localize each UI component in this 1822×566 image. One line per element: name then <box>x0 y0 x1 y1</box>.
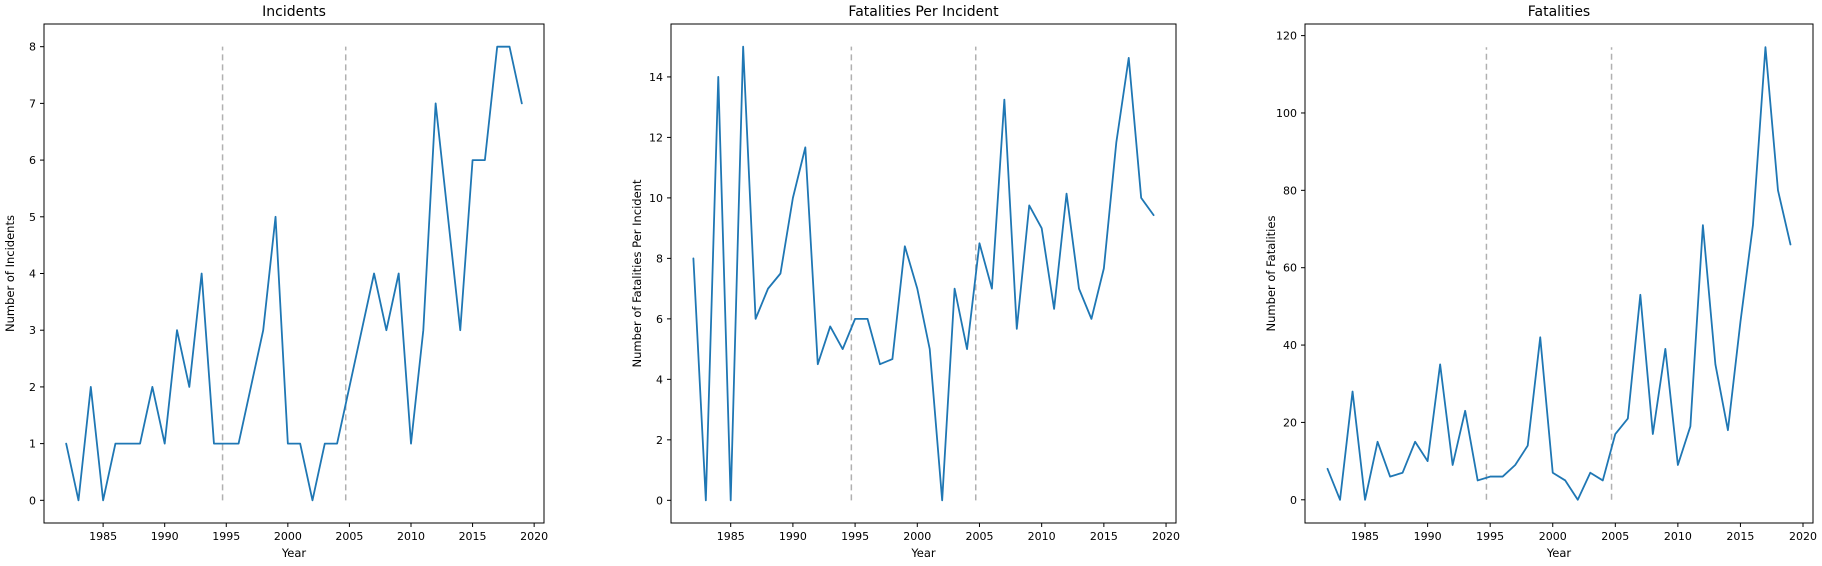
x-tick-label: 1995 <box>1476 530 1504 543</box>
chart-fatalities: Fatalities Year Number of Fatalities 198… <box>1264 4 1817 560</box>
y-tick-label: 0 <box>656 494 663 507</box>
x-tick-label: 2015 <box>1726 530 1754 543</box>
series-line <box>1326 46 1792 501</box>
y-tick-label: 6 <box>29 154 36 167</box>
x-tick-label: 2020 <box>1152 530 1180 543</box>
y-tick-label: 120 <box>1276 30 1297 43</box>
x-tick-label: 2000 <box>1539 530 1567 543</box>
x-tick-label: 2000 <box>903 530 931 543</box>
x-tick-label: 2005 <box>1601 530 1629 543</box>
x-tick-label: 2010 <box>1664 530 1692 543</box>
y-axis-label: Number of Fatalities Per Incident <box>630 179 644 367</box>
y-axis-label: Number of Incidents <box>3 215 17 332</box>
chart-incidents: Incidents Year Number of Incidents 1985 1… <box>3 4 548 560</box>
y-tick-label: 0 <box>29 494 36 507</box>
y-tick-label: 20 <box>1283 416 1297 429</box>
plot-frame <box>670 23 1177 524</box>
x-tick-label: 2000 <box>274 530 302 543</box>
x-tick-label: 2020 <box>520 530 548 543</box>
x-tick-label: 1990 <box>151 530 179 543</box>
y-tick-label: 1 <box>29 438 36 451</box>
y-tick-label: 60 <box>1283 262 1297 275</box>
y-tick-label: 0 <box>1290 494 1297 507</box>
y-tick-label: 6 <box>656 313 663 326</box>
x-axis-label: Year <box>281 546 307 560</box>
y-tick-label: 100 <box>1276 107 1297 120</box>
x-axis-label: Year <box>1546 546 1572 560</box>
x-tick-label: 2005 <box>965 530 993 543</box>
x-tick-label: 2005 <box>335 530 363 543</box>
x-tick-label: 2015 <box>459 530 487 543</box>
plot-frame <box>1304 23 1814 524</box>
y-tick-label: 40 <box>1283 339 1297 352</box>
y-tick-label: 80 <box>1283 184 1297 197</box>
x-tick-label: 2010 <box>1028 530 1056 543</box>
y-tick-label: 3 <box>29 324 36 337</box>
y-tick-label: 2 <box>656 434 663 447</box>
x-tick-label: 1995 <box>212 530 240 543</box>
x-axis-label: Year <box>910 546 936 560</box>
x-tick-label: 1990 <box>1414 530 1442 543</box>
x-tick-label: 2015 <box>1090 530 1118 543</box>
x-tick-label: 2010 <box>397 530 425 543</box>
y-tick-label: 10 <box>649 192 663 205</box>
y-tick-label: 12 <box>649 131 663 144</box>
y-axis-label: Number of Fatalities <box>1264 216 1278 332</box>
x-tick-label: 2020 <box>1789 530 1817 543</box>
y-tick-label: 4 <box>656 373 663 386</box>
x-tick-label: 1990 <box>779 530 807 543</box>
x-tick-label: 1985 <box>717 530 745 543</box>
chart-title: Incidents <box>262 4 326 20</box>
y-tick-label: 14 <box>649 71 663 84</box>
plot-frame <box>43 23 545 524</box>
series-line <box>692 45 1155 502</box>
chart-fatalities-per-incident: Fatalities Per Incident Year Number of F… <box>630 4 1180 560</box>
x-tick-label: 1985 <box>89 530 117 543</box>
chart-title: Fatalities Per Incident <box>848 4 999 20</box>
x-tick-label: 1985 <box>1351 530 1379 543</box>
y-tick-label: 7 <box>29 97 36 110</box>
y-tick-label: 4 <box>29 268 36 281</box>
x-tick-label: 1995 <box>841 530 869 543</box>
series-line <box>65 45 523 502</box>
y-tick-label: 2 <box>29 381 36 394</box>
y-tick-label: 5 <box>29 211 36 224</box>
y-tick-label: 8 <box>656 252 663 265</box>
chart-title: Fatalities <box>1528 4 1590 20</box>
y-tick-label: 8 <box>29 41 36 54</box>
